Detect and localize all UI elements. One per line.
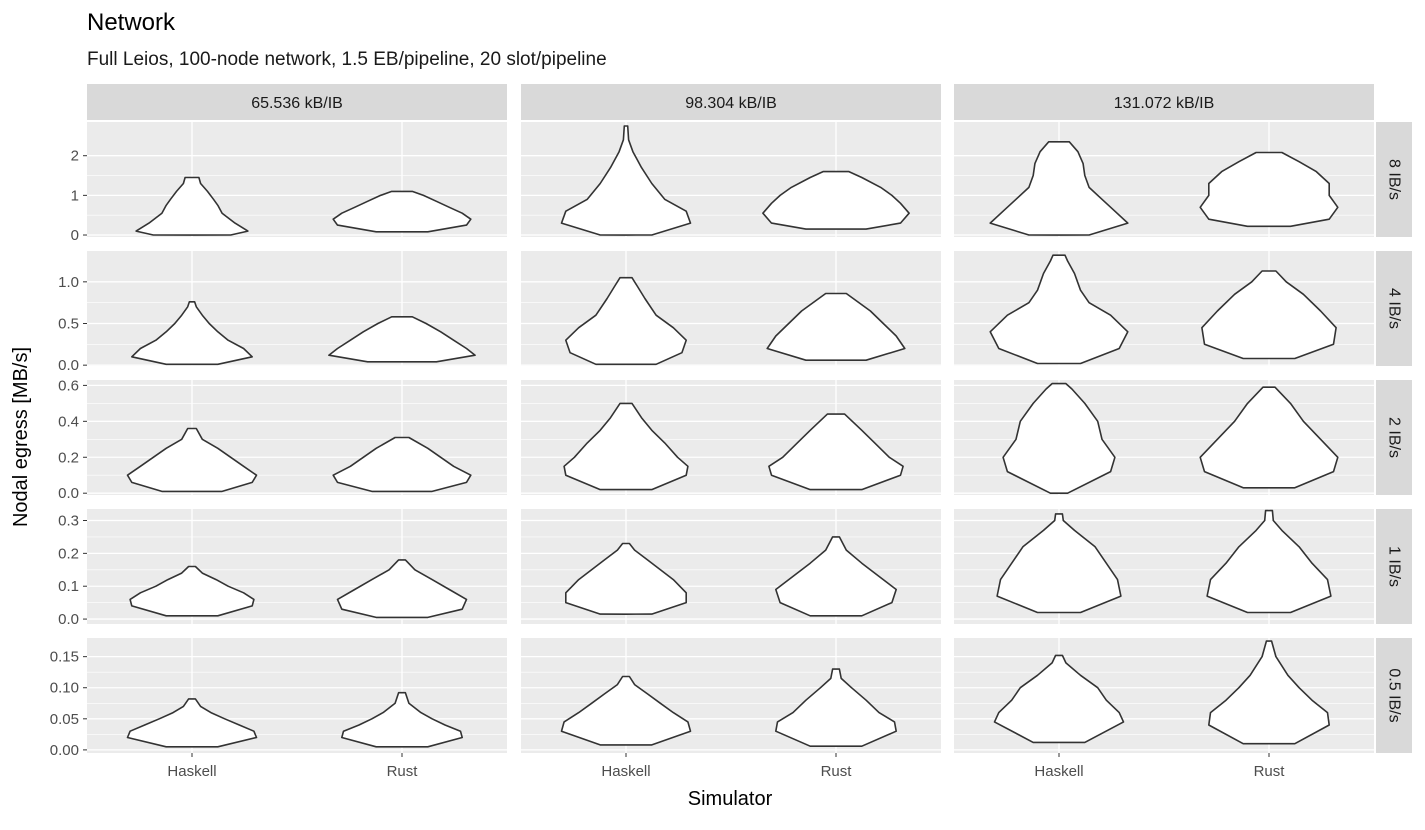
violin-haskell	[996, 513, 1122, 614]
violin-rust	[328, 316, 476, 363]
violin-rust	[332, 190, 472, 233]
column-strip	[87, 84, 507, 120]
violin-haskell	[135, 176, 249, 236]
violin-haskell	[989, 254, 1129, 365]
row-strip	[1376, 509, 1412, 624]
row-strip-label: 1 IB/s	[1386, 546, 1403, 587]
column-strip	[521, 84, 941, 120]
y-tick-label: 2	[71, 148, 79, 165]
row-strip	[1376, 638, 1412, 753]
y-tick-label: 1.0	[58, 274, 79, 291]
chart-subtitle: Full Leios, 100-node network, 1.5 EB/pip…	[87, 49, 607, 70]
y-tick-label: 0.00	[50, 742, 79, 759]
column-strip-label: 131.072 kB/IB	[1114, 95, 1215, 112]
y-tick-label: 0.10	[50, 680, 79, 697]
x-tick-label: Haskell	[1034, 763, 1083, 780]
y-tick-label: 0.2	[58, 449, 79, 466]
violin-rust	[775, 536, 897, 617]
violin-rust	[1201, 270, 1337, 360]
violin-rust	[332, 436, 472, 493]
y-tick-label: 0.0	[58, 485, 79, 502]
violin-rust	[336, 559, 468, 619]
x-tick-label: Rust	[1254, 763, 1286, 780]
y-tick-label: 0.2	[58, 545, 79, 562]
row-strip-label: 4 IB/s	[1386, 288, 1403, 329]
y-tick-label: 0.0	[58, 611, 79, 628]
row-strip	[1376, 251, 1412, 366]
violin-haskell	[131, 301, 253, 366]
violin-haskell	[560, 675, 692, 746]
row-strip-label: 0.5 IB/s	[1386, 668, 1403, 722]
violin-haskell	[563, 402, 689, 491]
y-tick-label: 0.5	[58, 316, 79, 333]
x-tick-label: Rust	[821, 763, 853, 780]
y-tick-label: 0.05	[50, 711, 79, 728]
y-tick-label: 0.1	[58, 578, 79, 595]
y-tick-label: 0.3	[58, 513, 79, 530]
y-tick-label: 1	[71, 187, 79, 204]
row-strip	[1376, 122, 1412, 237]
violin-rust	[1199, 151, 1339, 228]
violin-haskell	[126, 427, 258, 493]
y-tick-label: 0	[71, 227, 79, 244]
violin-haskell	[993, 654, 1125, 744]
column-strip-label: 98.304 kB/IB	[685, 95, 777, 112]
facet-panels: 65.536 kB/IB 98.304 kB/IB 131.072 kB/IB 8 I…	[50, 84, 1412, 780]
violin-rust	[1208, 640, 1330, 745]
x-tick-label: Haskell	[167, 763, 216, 780]
chart-title: Network	[87, 9, 176, 36]
row-strip-label: 2 IB/s	[1386, 417, 1403, 458]
y-tick-label: 0.15	[50, 649, 79, 666]
y-tick-label: 0.4	[58, 413, 79, 430]
violin-rust	[1199, 386, 1339, 489]
violin-haskell	[565, 276, 687, 366]
x-axis-title: Simulator	[688, 788, 773, 810]
x-tick-label: Haskell	[601, 763, 650, 780]
violin-haskell	[126, 698, 258, 748]
violin-haskell	[989, 141, 1129, 236]
violin-rust	[766, 292, 906, 361]
row-strip	[1376, 380, 1412, 495]
violin-rust	[762, 170, 910, 230]
column-strip	[954, 84, 1374, 120]
y-axis-title: Nodal egress [MB/s]	[10, 347, 32, 527]
violin-haskell	[560, 125, 692, 236]
violin-haskell	[565, 542, 687, 615]
y-tick-label: 0.0	[58, 357, 79, 374]
row-strip-label: 8 IB/s	[1386, 159, 1403, 200]
violin-rust	[1206, 509, 1332, 614]
violin-rust	[341, 691, 463, 748]
y-tick-label: 0.6	[58, 377, 79, 394]
violin-haskell	[1002, 382, 1116, 495]
column-strip-label: 65.536 kB/IB	[251, 95, 343, 112]
x-tick-label: Rust	[387, 763, 419, 780]
violin-haskell	[129, 565, 255, 617]
violin-rust	[775, 668, 897, 747]
violin-rust	[768, 413, 904, 491]
